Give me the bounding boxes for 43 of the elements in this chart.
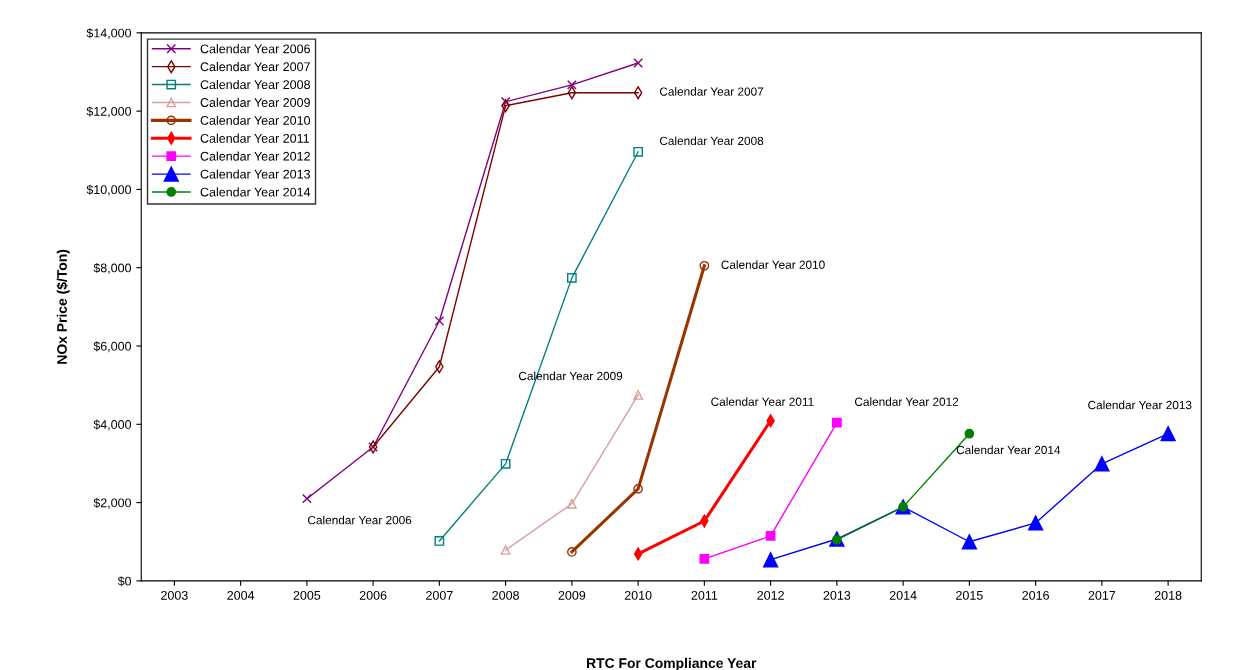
- legend-label: Calendar Year 2007: [200, 61, 310, 72]
- y-tick-label: $8,000: [93, 262, 132, 274]
- y-tick-label: $2,000: [93, 497, 132, 509]
- annotation: Calendar Year 2014: [956, 445, 1061, 455]
- y-tick-label: $12,000: [86, 106, 132, 118]
- x-tick-label: 2011: [691, 590, 718, 600]
- x-tick-label: 2018: [1154, 590, 1182, 600]
- y-tick-label: $6,000: [93, 341, 132, 353]
- x-tick-label: 2005: [293, 590, 321, 600]
- legend-label: Calendar Year 2014: [200, 187, 311, 197]
- y-tick-label: $14,000: [86, 28, 132, 39]
- x-tick-label: 2012: [757, 590, 784, 600]
- x-tick-label: 2004: [227, 590, 255, 600]
- legend-label: Calendar Year 2013: [200, 169, 310, 179]
- x-tick-label: 2013: [823, 590, 851, 600]
- y-tick-label: $10,000: [86, 184, 132, 196]
- annotation: Calendar Year 2013: [1088, 400, 1192, 410]
- annotation: Calendar Year 2012: [854, 397, 959, 406]
- annotation: Calendar Year 2011: [711, 397, 814, 406]
- x-axis-title: RTC For Compliance Year: [587, 657, 757, 670]
- annotation: Calendar Year 2008: [659, 136, 764, 146]
- annotation: Calendar Year 2010: [721, 260, 825, 269]
- legend-label: Calendar Year 2011: [200, 133, 309, 143]
- x-tick-label: 2010: [624, 590, 652, 600]
- y-tick-label: $4,000: [93, 419, 132, 431]
- legend-label: Calendar Year 2012: [200, 151, 310, 161]
- x-tick-label: 2014: [889, 590, 917, 600]
- y-tick-label: $0: [117, 576, 132, 587]
- legend-label: Calendar Year 2008: [200, 79, 310, 90]
- x-tick-label: 2016: [1022, 590, 1049, 600]
- legend-label: Calendar Year 2006: [200, 44, 310, 54]
- x-tick-label: 2006: [359, 590, 387, 600]
- annotation: Calendar Year 2007: [659, 87, 764, 96]
- x-tick-label: 2015: [956, 590, 983, 600]
- legend-label: Calendar Year 2009: [200, 97, 310, 107]
- y-axis-title: NOx Price ($/Ton): [56, 249, 70, 364]
- x-tick-label: 2008: [492, 590, 519, 600]
- legend-label: Calendar Year 2010: [200, 115, 311, 125]
- x-tick-label: 2003: [161, 590, 188, 600]
- x-tick-label: 2007: [426, 590, 453, 600]
- x-tick-label: 2017: [1088, 590, 1116, 600]
- x-tick-label: 2009: [558, 590, 586, 600]
- annotation: Calendar Year 2006: [308, 515, 412, 525]
